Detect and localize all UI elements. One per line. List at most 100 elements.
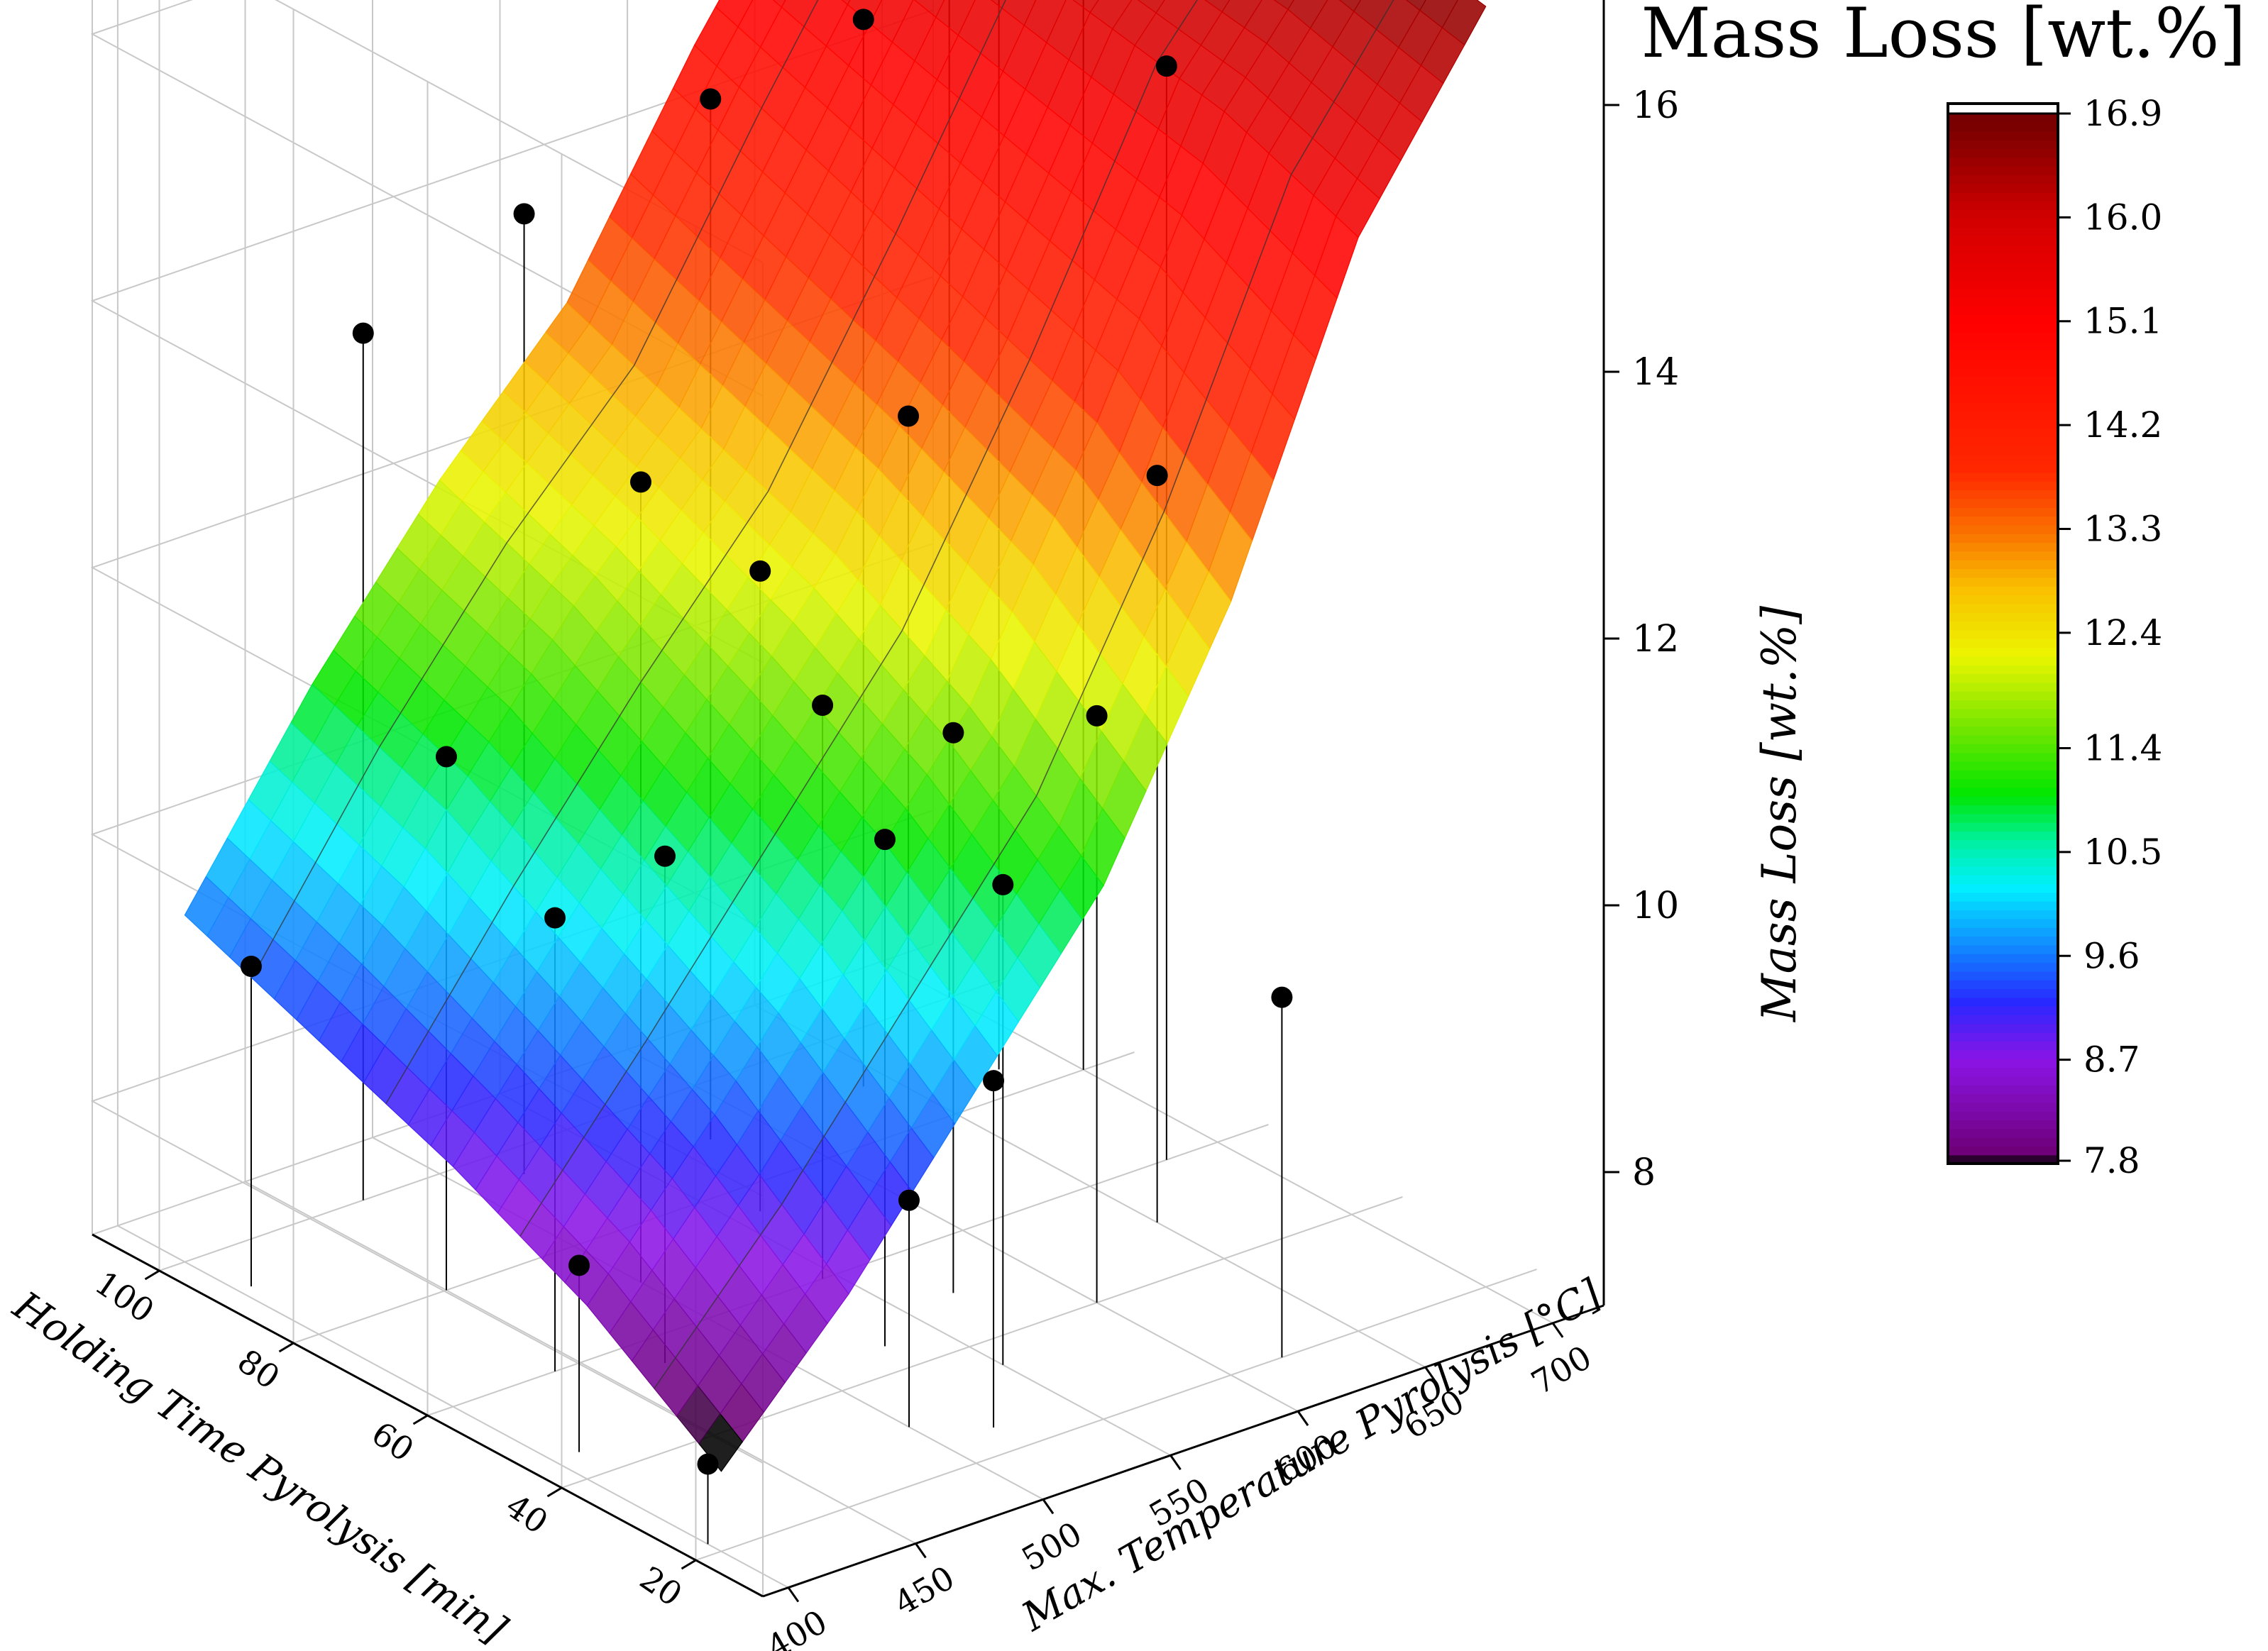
colorbar-band: [1948, 455, 2058, 465]
colorbar-band: [1948, 1085, 2058, 1095]
colorbar-tick-label: 15.1: [2083, 301, 2162, 342]
colorbar-band: [1948, 472, 2058, 482]
colorbar-band: [1948, 131, 2058, 140]
data-point: [898, 1189, 920, 1211]
colorbar-band: [1948, 1067, 2058, 1077]
colorbar-ticks: 7.8 8.7 9.6 10.5 11.4 12.4 13.3 14.2 15.1 16.0 16.…: [2058, 93, 2162, 1181]
colorbar-band: [1948, 612, 2058, 622]
axis-line: [762, 1304, 1604, 1598]
z-tick-label: 12: [1632, 618, 1679, 661]
colorbar-band: [1948, 839, 2058, 849]
colorbar-band: [1948, 849, 2058, 858]
colorbar-title: Mass Loss [wt.%]: [1641, 0, 2246, 73]
colorbar-band: [1948, 708, 2058, 718]
colorbar-band: [1948, 586, 2058, 596]
colorbar-band: [1948, 770, 2058, 780]
colorbar-band: [1948, 647, 2058, 657]
colorbar-band: [1948, 245, 2058, 255]
data-point: [544, 907, 566, 929]
colorbar-band: [1948, 209, 2058, 219]
data-point: [1271, 986, 1293, 1008]
colorbar-tick-label: 11.4: [2083, 728, 2162, 769]
y-tick-mark: [278, 1342, 294, 1353]
data-point: [697, 1453, 719, 1475]
colorbar-band: [1948, 744, 2058, 753]
y-tick-mark: [412, 1414, 429, 1425]
colorbar-band: [1948, 577, 2058, 587]
z-tick-label: 16: [1632, 84, 1679, 127]
colorbar-tick-label: 14.2: [2083, 404, 2162, 446]
colorbar-band: [1948, 1128, 2058, 1138]
colorbar-band: [1948, 717, 2058, 727]
data-point: [630, 471, 651, 493]
colorbar-band: [1948, 306, 2058, 316]
data-point: [812, 695, 834, 717]
colorbar-band: [1948, 1111, 2058, 1121]
x-tick-label: 400: [760, 1602, 833, 1651]
data-point: [568, 1254, 590, 1276]
colorbar-band: [1948, 463, 2058, 473]
colorbar-band: [1948, 551, 2058, 561]
colorbar-band: [1948, 980, 2058, 990]
colorbar-band: [1948, 1154, 2058, 1164]
colorbar-gradient: [1947, 102, 2059, 1165]
data-point: [654, 845, 676, 867]
colorbar-band: [1948, 1041, 2058, 1051]
colorbar-band: [1948, 516, 2058, 526]
y-tick-label: 100: [88, 1264, 161, 1330]
colorbar-band: [1948, 568, 2058, 578]
colorbar-cap: [1947, 102, 2059, 115]
colorbar-band: [1948, 183, 2058, 193]
colorbar-band: [1948, 280, 2058, 289]
data-point: [513, 203, 535, 225]
colorbar-tick-label: 7.8: [2083, 1140, 2140, 1181]
colorbar-band: [1948, 866, 2058, 876]
surface-patch: [990, 0, 1006, 9]
colorbar-band: [1948, 534, 2058, 543]
colorbar-band: [1948, 498, 2058, 508]
colorbar-tick-label: 13.3: [2083, 508, 2162, 549]
colorbar-band: [1948, 1093, 2058, 1103]
data-point: [898, 405, 920, 427]
colorbar-band: [1948, 262, 2058, 272]
colorbar: Mass Loss [wt.%] 7.8 8.7 9.6 10.5 11.4 12.4 13…: [1641, 0, 2246, 1181]
colorbar-band: [1948, 1023, 2058, 1033]
x-tick-mark: [787, 1586, 800, 1603]
colorbar-band: [1948, 446, 2058, 455]
colorbar-band: [1948, 367, 2058, 377]
colorbar-band: [1948, 350, 2058, 360]
surface-line: [654, 0, 1394, 1389]
z-tick-label: 10: [1632, 885, 1679, 927]
surface-patch: [184, 876, 229, 937]
x-tick-mark: [1424, 1366, 1436, 1382]
colorbar-tick-label: 10.5: [2083, 832, 2162, 873]
colorbar-band: [1948, 892, 2058, 902]
y-tick-label: 60: [365, 1414, 421, 1469]
colorbar-band: [1948, 507, 2058, 517]
y-tick-mark: [144, 1269, 160, 1281]
data-point: [983, 1070, 1005, 1092]
colorbar-band: [1948, 524, 2058, 534]
colorbar-band: [1948, 402, 2058, 412]
colorbar-band: [1948, 682, 2058, 692]
x-tick-mark: [1169, 1454, 1182, 1471]
colorbar-band: [1948, 787, 2058, 797]
data-point: [240, 955, 262, 977]
data-point: [700, 88, 722, 110]
y-tick-label: 80: [231, 1342, 287, 1397]
colorbar-band: [1948, 857, 2058, 867]
colorbar-band: [1948, 324, 2058, 333]
colorbar-band: [1948, 954, 2058, 963]
colorbar-band: [1948, 1015, 2058, 1025]
colorbar-band: [1948, 1137, 2058, 1147]
z-tick-label: 8: [1632, 1152, 1656, 1194]
colorbar-band: [1948, 752, 2058, 762]
colorbar-tick-label: 9.6: [2083, 935, 2140, 976]
colorbar-band: [1948, 910, 2058, 920]
colorbar-band: [1948, 201, 2058, 211]
surface-line: [385, 0, 1006, 1105]
colorbar-band: [1948, 140, 2058, 150]
colorbar-band: [1948, 673, 2058, 683]
colorbar-band: [1948, 1102, 2058, 1112]
data-point: [852, 9, 874, 31]
